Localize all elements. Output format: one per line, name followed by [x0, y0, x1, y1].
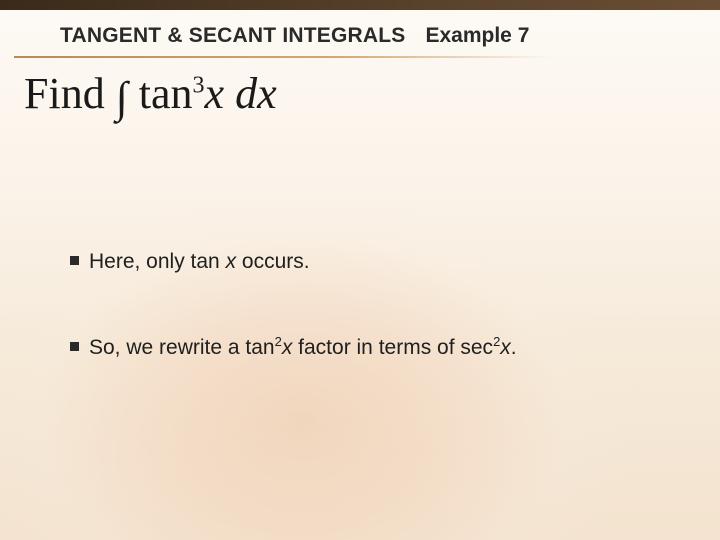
title-underline — [14, 56, 554, 58]
square-bullet-icon — [70, 342, 79, 351]
list-item: So, we rewrite a tan2x factor in terms o… — [70, 334, 650, 362]
bullet-var: x — [500, 336, 511, 359]
integral-symbol: ∫ — [116, 74, 128, 122]
bullet-post: . — [511, 336, 517, 359]
bullet-post: occurs. — [236, 250, 310, 273]
bullet-list: Here, only tan x occurs. So, we rewrite … — [70, 248, 650, 421]
square-bullet-icon — [70, 256, 79, 265]
slide-top-bar — [0, 0, 720, 10]
bullet-pre: Here, only tan — [89, 250, 226, 273]
bullet-text: Here, only tan x occurs. — [89, 248, 310, 276]
bullet-var: x — [282, 336, 293, 359]
expr-dvar: x — [257, 69, 277, 118]
bullet-pre: So, we rewrite a tan — [89, 336, 275, 359]
list-item: Here, only tan x occurs. — [70, 248, 650, 276]
bullet-sup: 2 — [275, 334, 282, 349]
expr-power: 3 — [193, 72, 205, 98]
expr-dd: d — [235, 69, 257, 118]
expr-lead: Find — [24, 69, 105, 118]
example-label: Example 7 — [425, 24, 529, 48]
section-title: TANGENT & SECANT INTEGRALS — [60, 24, 405, 48]
bullet-text: So, we rewrite a tan2x factor in terms o… — [89, 334, 517, 362]
expr-func: tan — [139, 69, 193, 118]
expr-variable: x — [205, 69, 225, 118]
header-row: TANGENT & SECANT INTEGRALS Example 7 — [60, 24, 680, 48]
main-expression: Find ∫ tan3x dx — [24, 70, 277, 118]
slide: TANGENT & SECANT INTEGRALS Example 7 Fin… — [0, 0, 720, 540]
bullet-var: x — [226, 250, 237, 273]
bullet-mid: factor in terms of sec — [292, 336, 493, 359]
